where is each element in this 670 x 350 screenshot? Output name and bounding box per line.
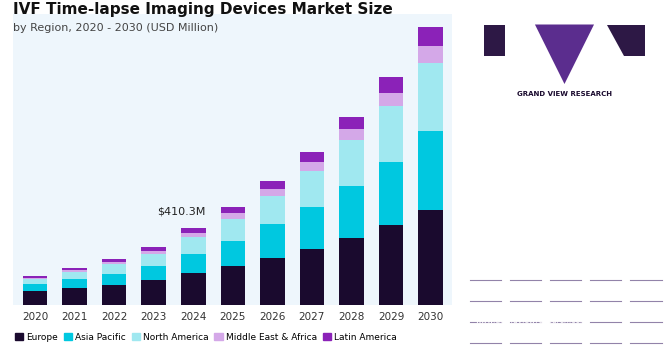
Bar bbox=[23, 285, 48, 291]
Bar bbox=[418, 210, 443, 304]
Bar bbox=[418, 131, 443, 210]
Text: $410.3M: $410.3M bbox=[157, 206, 206, 216]
Bar bbox=[220, 207, 245, 214]
Polygon shape bbox=[535, 25, 594, 84]
Bar bbox=[220, 214, 245, 219]
Bar bbox=[299, 162, 324, 171]
Bar bbox=[62, 268, 87, 270]
Text: GRAND VIEW RESEARCH: GRAND VIEW RESEARCH bbox=[517, 91, 612, 97]
Bar bbox=[260, 258, 285, 304]
Bar bbox=[181, 228, 206, 233]
Bar bbox=[181, 273, 206, 304]
Bar bbox=[418, 47, 443, 63]
Bar bbox=[62, 272, 87, 279]
Bar bbox=[23, 278, 48, 279]
Bar bbox=[62, 270, 87, 272]
Bar bbox=[339, 186, 364, 238]
Bar bbox=[339, 238, 364, 304]
Bar bbox=[141, 247, 166, 251]
Bar bbox=[379, 106, 403, 162]
Bar bbox=[102, 259, 127, 262]
Bar bbox=[102, 285, 127, 304]
Text: 13.2%: 13.2% bbox=[507, 124, 622, 156]
Bar bbox=[23, 291, 48, 304]
Bar bbox=[23, 279, 48, 285]
Bar bbox=[299, 152, 324, 162]
Text: IVF Time-lapse Imaging Devices Market Size: IVF Time-lapse Imaging Devices Market Si… bbox=[13, 2, 393, 17]
Polygon shape bbox=[607, 25, 645, 56]
Bar bbox=[339, 130, 364, 140]
Bar bbox=[418, 27, 443, 47]
Bar bbox=[102, 262, 127, 264]
Bar bbox=[220, 266, 245, 304]
Text: by Region, 2020 - 2030 (USD Million): by Region, 2020 - 2030 (USD Million) bbox=[13, 23, 218, 33]
Bar bbox=[220, 219, 245, 241]
Bar bbox=[339, 117, 364, 130]
Bar bbox=[260, 224, 285, 258]
Bar bbox=[181, 233, 206, 237]
Bar bbox=[141, 254, 166, 266]
Bar bbox=[141, 266, 166, 280]
Legend: Europe, Asia Pacific, North America, Middle East & Africa, Latin America: Europe, Asia Pacific, North America, Mid… bbox=[11, 329, 401, 345]
Text: Global Market CAGR,
2024 - 2030: Global Market CAGR, 2024 - 2030 bbox=[510, 205, 619, 229]
Bar bbox=[141, 251, 166, 254]
Bar bbox=[339, 140, 364, 186]
Bar bbox=[260, 189, 285, 196]
Bar bbox=[299, 208, 324, 249]
Bar bbox=[260, 181, 285, 189]
Bar bbox=[299, 249, 324, 304]
Bar bbox=[181, 254, 206, 273]
Bar bbox=[62, 288, 87, 304]
Bar bbox=[141, 280, 166, 304]
Bar bbox=[102, 264, 127, 273]
Bar bbox=[62, 279, 87, 288]
Bar bbox=[102, 273, 127, 285]
Bar bbox=[379, 77, 403, 93]
Polygon shape bbox=[484, 25, 505, 56]
Bar bbox=[379, 225, 403, 304]
Bar bbox=[418, 63, 443, 131]
Bar bbox=[23, 276, 48, 278]
Text: Source:
www.grandviewresearch.com: Source: www.grandviewresearch.com bbox=[476, 304, 588, 325]
Bar bbox=[181, 237, 206, 254]
FancyBboxPatch shape bbox=[472, 14, 657, 98]
Bar bbox=[220, 241, 245, 266]
Bar bbox=[260, 196, 285, 224]
Bar bbox=[379, 162, 403, 225]
Bar bbox=[379, 93, 403, 106]
Bar bbox=[299, 171, 324, 208]
